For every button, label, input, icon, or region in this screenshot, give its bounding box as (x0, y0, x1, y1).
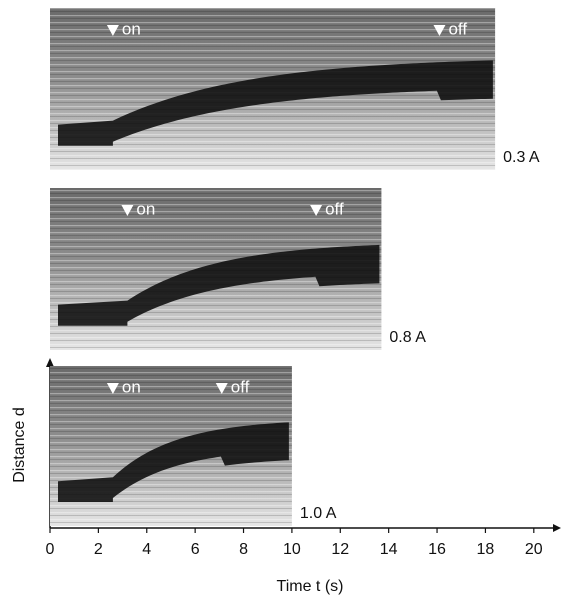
stimulus-label: off (325, 199, 344, 218)
x-tick-label: 0 (46, 541, 55, 558)
x-axis-arrow (553, 524, 561, 532)
stimulus-label: on (122, 377, 141, 396)
x-axis-label: Time t (s) (277, 578, 344, 595)
kymograph-band (58, 60, 493, 146)
stimulus-label: off (231, 377, 250, 396)
x-tick-label: 14 (380, 541, 398, 558)
current-label: 0.3 A (503, 149, 540, 166)
x-tick-label: 6 (191, 541, 200, 558)
x-tick-label: 12 (331, 541, 349, 558)
stimulus-label: off (448, 19, 467, 38)
x-tick-label: 4 (142, 541, 151, 558)
stimulus-marker (310, 205, 323, 216)
stimulus-marker (215, 383, 228, 394)
x-tick-label: 16 (428, 541, 446, 558)
kymograph-band (58, 422, 289, 502)
kymograph-panel: on off (50, 8, 496, 170)
y-axis-arrow (46, 358, 54, 367)
kymograph-panel: on off (50, 366, 292, 526)
kymograph-band (58, 244, 380, 326)
x-tick-label: 18 (477, 541, 495, 558)
current-label: 1.0 A (300, 505, 337, 522)
kymograph-panel: on off (50, 188, 382, 350)
x-tick-label: 2 (94, 541, 103, 558)
current-label: 0.8 A (389, 329, 426, 346)
stimulus-label: on (122, 19, 141, 38)
stimulus-marker (433, 25, 446, 36)
stimulus-marker (106, 383, 119, 394)
x-tick-label: 20 (525, 541, 543, 558)
x-tick-label: 10 (283, 541, 301, 558)
stimulus-label: on (136, 199, 155, 218)
y-axis-label: Distance d (11, 407, 28, 483)
stimulus-marker (121, 205, 134, 216)
stimulus-marker (106, 25, 119, 36)
x-tick-label: 8 (239, 541, 248, 558)
